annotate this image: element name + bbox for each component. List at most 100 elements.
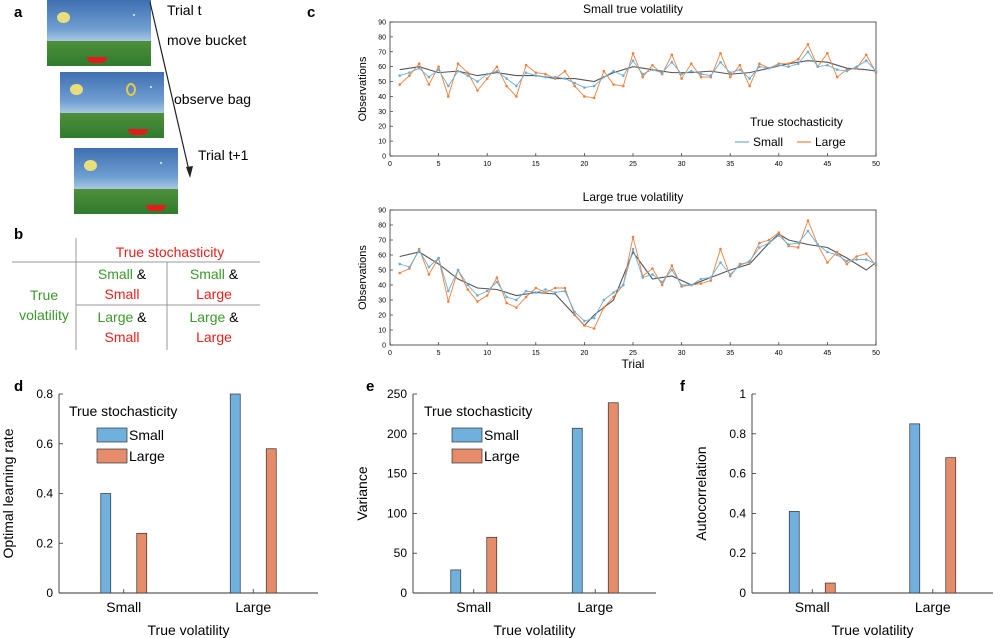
trial-t1-label: Trial t+1 [198,147,249,163]
legend-swatch-small [96,427,128,443]
data-point-large [612,295,615,299]
data-point-small [447,84,450,88]
data-point-small [456,69,460,73]
y-tick-label: 60 [378,253,386,260]
data-point-large [515,306,518,309]
data-point-large [719,51,722,55]
data-point-small [641,276,645,279]
legend-label-large: Large [815,135,846,149]
data-point-small [602,75,606,79]
data-point-large [427,273,431,276]
x-tick-label: 5 [437,161,441,168]
x-axis-label: True volatility [148,622,230,638]
data-point-large [631,235,635,239]
data-point-large [767,238,771,242]
data-point-small [573,310,576,314]
data-point-small [826,63,829,67]
data-point-small [845,69,849,73]
cell-volatility: Small [97,266,133,282]
data-point-small [563,289,567,293]
y-tick-label: 0 [400,586,407,600]
x-axis-label: True volatility [832,622,914,638]
x-tick-label: Small [456,599,491,615]
legend-label-large: Large [484,448,520,464]
x-tick-label: Large [915,599,951,615]
y-tick-label: 80 [378,223,386,230]
data-point-small [583,319,586,323]
series-line-small [399,51,877,88]
data-point-small [408,71,411,74]
x-tick-label: 10 [483,350,491,357]
data-point-small [806,50,810,54]
x-tick-label: 30 [678,350,686,357]
bar-small-small [450,569,462,594]
data-point-small [680,72,683,76]
data-point-small [447,289,450,293]
legend-label-small: Small [753,135,783,149]
data-point-small [515,84,518,88]
data-point-small [758,65,761,68]
cell-stochasticity: Large [196,286,232,302]
data-point-large [845,262,849,266]
y-tick-label: 1 [739,387,746,401]
data-point-small [515,298,518,302]
x-tick-label: 0 [388,350,392,357]
data-point-small [398,262,402,266]
cell-amp: & [224,266,239,282]
x-tick-label: 20 [581,350,589,357]
data-point-large [806,43,810,46]
star-icon [150,86,152,88]
data-point-small [495,280,499,284]
data-point-small [495,69,499,73]
y-tick-label: 30 [378,109,386,116]
data-point-large [476,300,479,303]
legend-label-small: Small [129,427,164,443]
data-point-large [777,231,781,234]
x-tick-label: 40 [775,161,783,168]
cell-volatility: Large [97,309,134,325]
data-point-small [796,241,800,245]
data-point-large [592,96,596,100]
y-tick-label: 90 [378,208,386,215]
cell-stochasticity: Small [104,286,140,302]
data-point-small [670,268,674,272]
x-tick-label: Large [577,599,613,615]
data-point-small [777,63,781,67]
x-tick-label: 35 [726,161,734,168]
y-tick-label: 0.8 [729,427,746,441]
series-line-true [399,60,877,83]
data-point-large [476,89,479,92]
data-point-small [534,74,538,77]
data-point-large [651,267,654,270]
data-point-small [631,59,635,63]
data-point-large [719,247,722,251]
x-tick-label: 20 [581,161,589,168]
data-point-large [505,84,508,88]
x-tick-label: 50 [872,161,880,168]
data-point-large [660,283,664,287]
y-tick-label: 40 [378,283,386,290]
data-point-small [505,295,508,299]
data-point-large [709,279,713,282]
data-point-small [816,243,819,246]
data-point-large [485,294,489,297]
sun-icon [84,160,97,171]
y-tick-label: 0.6 [729,467,746,481]
data-point-small [553,75,557,79]
x-tick-label: 30 [678,161,686,168]
data-point-small [660,71,664,74]
data-point-small [417,66,421,70]
data-point-small [699,72,703,76]
x-tick-label: 10 [483,161,491,168]
chart-title: Large true volatility [583,190,684,204]
bucket-icon [146,205,166,211]
data-point-large [563,286,567,290]
data-point-large [505,301,508,305]
y-axis-label: Autocorrelation [693,446,709,540]
y-tick-label: 50 [378,79,386,86]
y-tick-label: 90 [378,20,386,27]
data-point-large [612,83,615,86]
bar-large-large [607,402,619,594]
x-tick-label: Small [795,599,830,615]
y-tick-label: 0.2 [729,546,746,560]
